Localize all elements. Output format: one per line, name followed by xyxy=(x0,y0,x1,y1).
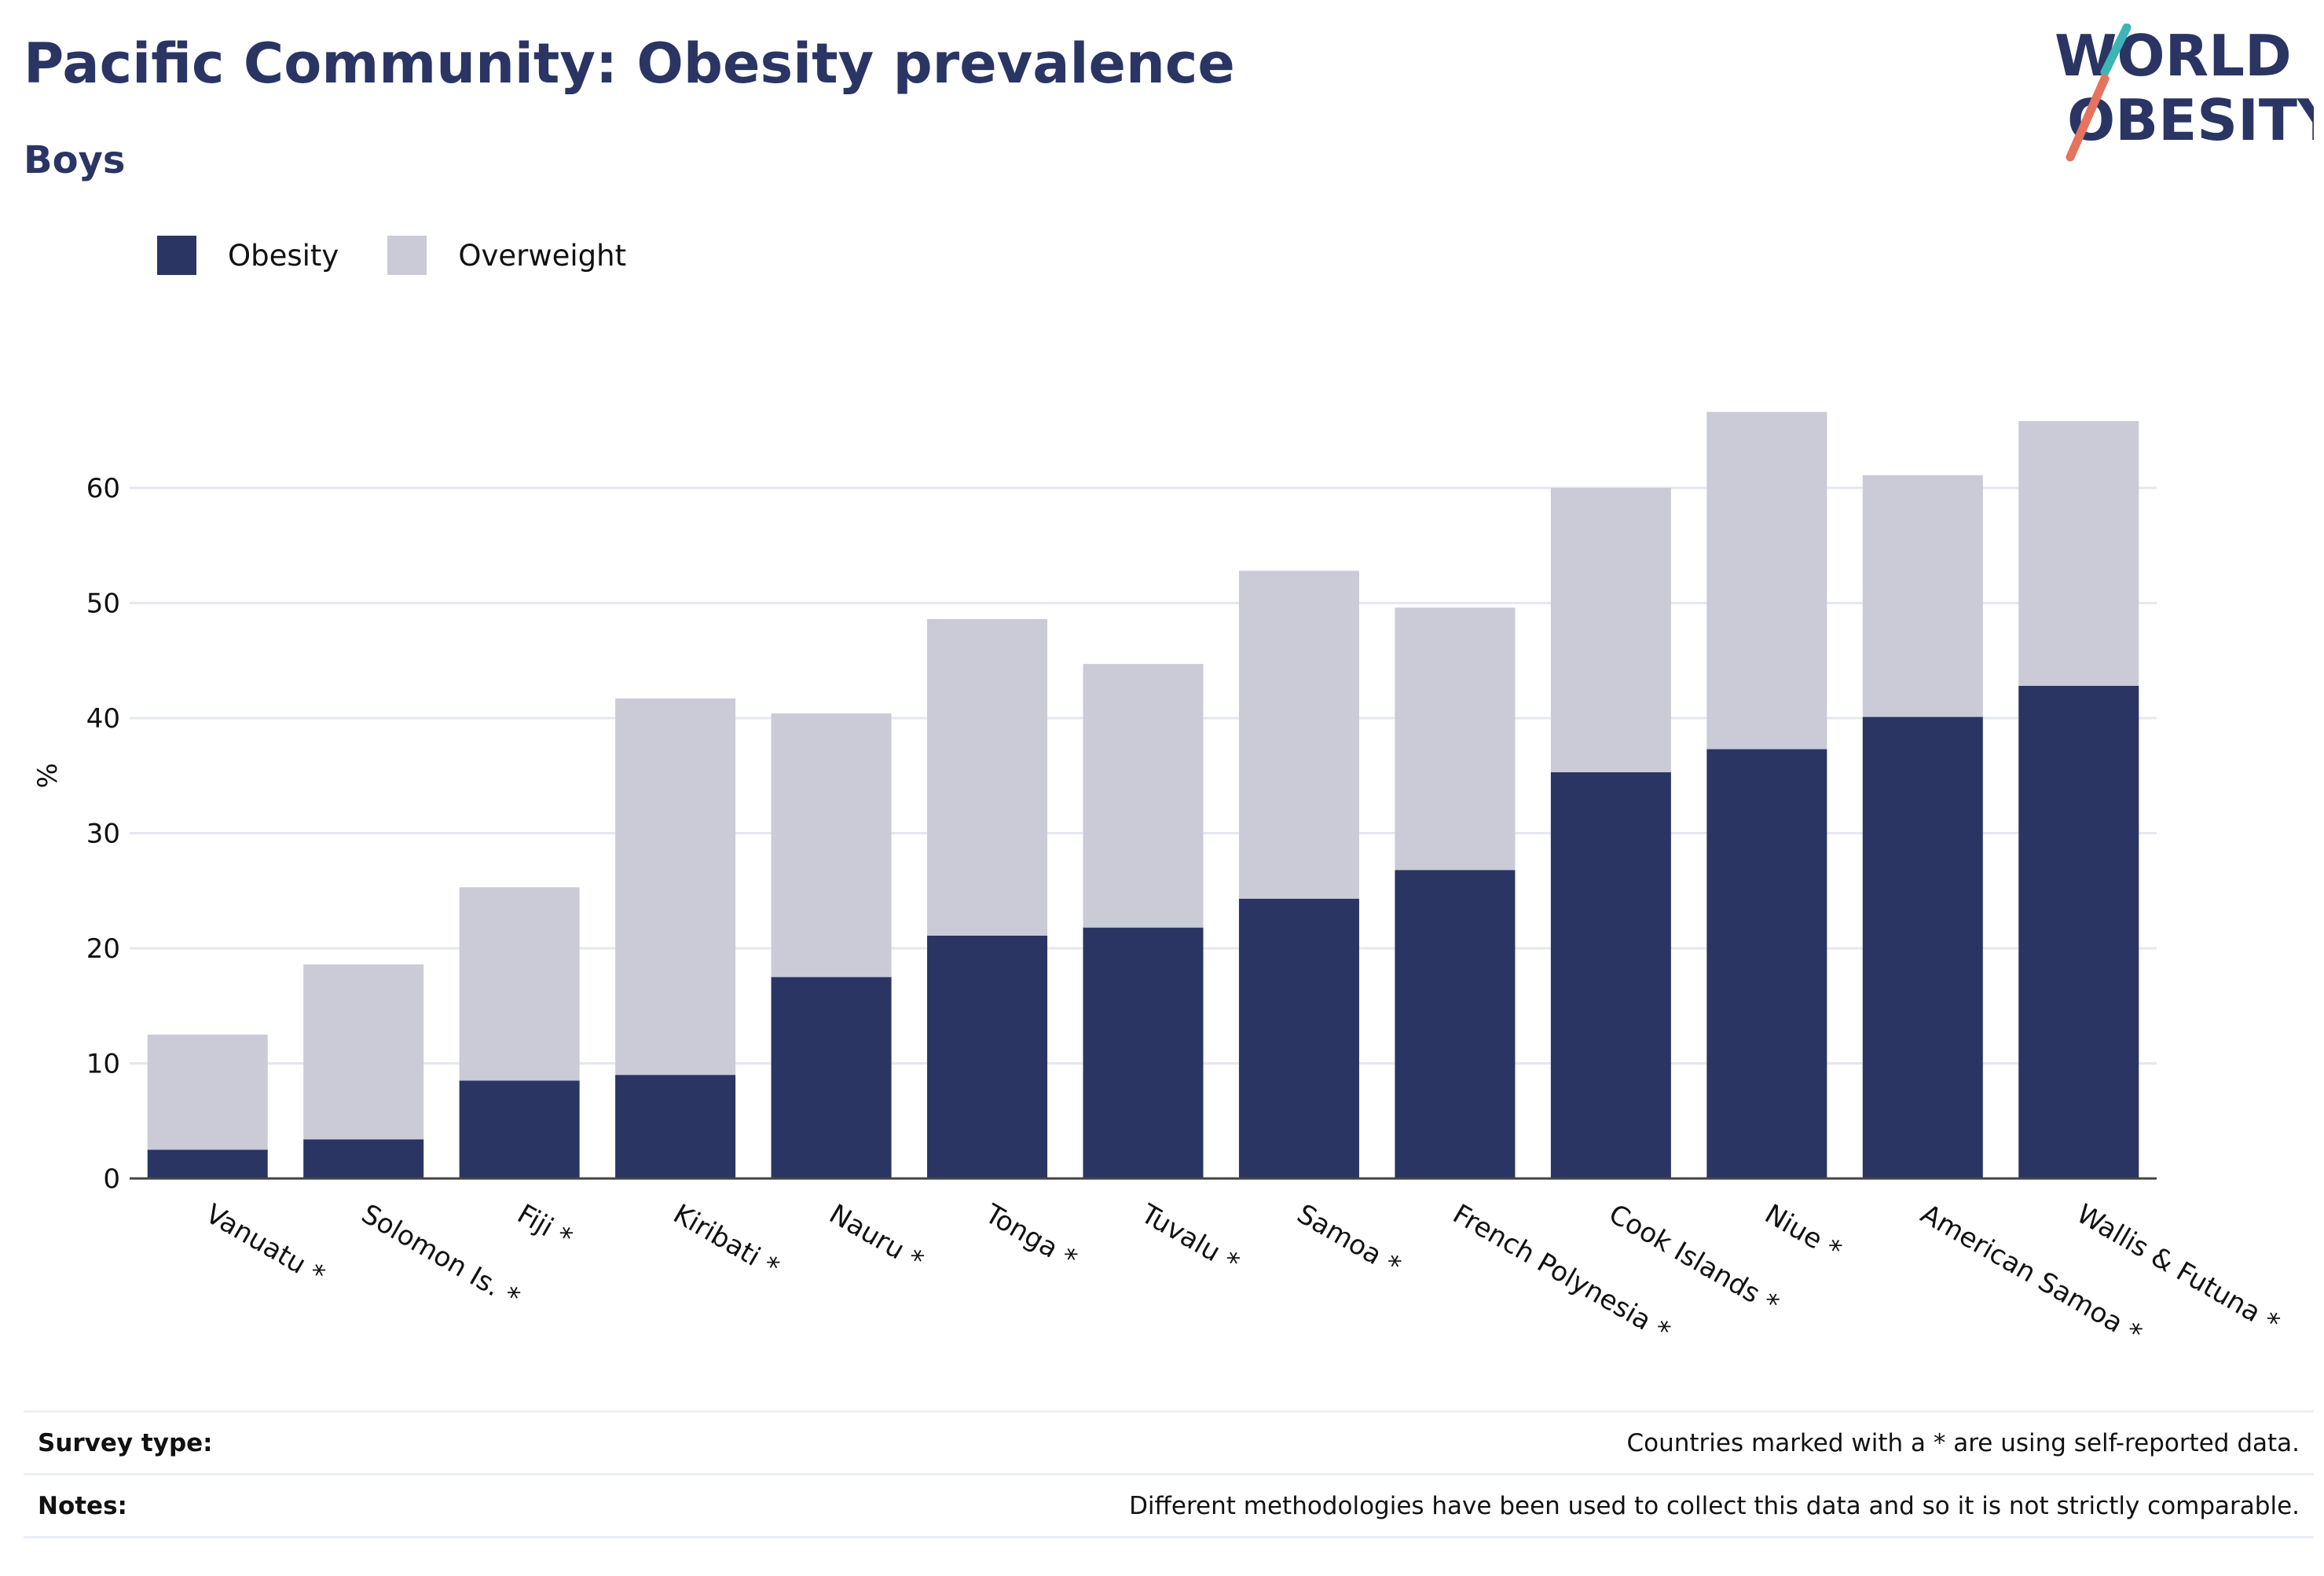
bar-obesity-7[interactable] xyxy=(1238,899,1359,1178)
y-tick-label: 0 xyxy=(103,1164,120,1195)
x-tick-label: Niue * xyxy=(1759,1198,1846,1266)
bar-overweight-11[interactable] xyxy=(1862,475,1983,717)
footer-row-notes: Notes: Different methodologies have been… xyxy=(24,1473,2314,1536)
logo-slash-teal xyxy=(2100,24,2132,77)
x-tick-labels: Vanuatu * Solomon Is. *Fiji * Kiribati * Na… xyxy=(200,1198,2285,1351)
x-tick-label: Solomon Is. * xyxy=(356,1198,525,1314)
chart-legend: Obesity Overweight xyxy=(157,232,675,279)
logo-slash-coral xyxy=(2066,74,2110,162)
bar-overweight-12[interactable] xyxy=(2018,421,2139,686)
y-tick-label: 60 xyxy=(86,473,120,504)
legend-swatch-obesity xyxy=(157,236,196,275)
bar-overweight-5[interactable] xyxy=(927,619,1048,936)
x-tick-label: Samoa * xyxy=(1292,1198,1406,1282)
bar-obesity-9[interactable] xyxy=(1550,772,1671,1178)
x-tick-label: Kiribati * xyxy=(668,1198,784,1284)
logo-word-obesity: OBESITY xyxy=(2067,87,2314,153)
chart-subtitle: Boys xyxy=(24,138,126,182)
bar-overweight-7[interactable] xyxy=(1238,570,1359,900)
notes-value: Different methodologies have been used t… xyxy=(1129,1491,2300,1520)
bar-overweight-8[interactable] xyxy=(1395,607,1516,870)
x-tick-label: Tuvalu * xyxy=(1135,1198,1244,1280)
bar-obesity-3[interactable] xyxy=(615,1075,736,1178)
bar-obesity-11[interactable] xyxy=(1862,717,1983,1178)
bar-obesity-5[interactable] xyxy=(927,935,1048,1178)
bar-overweight-0[interactable] xyxy=(147,1034,268,1150)
bar-overweight-3[interactable] xyxy=(615,698,736,1076)
y-tick-label: 40 xyxy=(86,703,120,735)
survey-type-label: Survey type: xyxy=(38,1428,213,1457)
logo-word-world: WORLD xyxy=(2055,24,2292,89)
bar-overweight-4[interactable] xyxy=(771,713,892,977)
world-obesity-logo: WORLD OBESITY xyxy=(2055,24,2314,162)
bar-obesity-4[interactable] xyxy=(771,977,892,1178)
bar-obesity-10[interactable] xyxy=(1706,749,1827,1178)
x-tick-label: Fiji * xyxy=(512,1198,577,1254)
bar-obesity-1[interactable] xyxy=(303,1139,424,1178)
x-tick-label: Vanuatu * xyxy=(200,1198,331,1292)
notes-label: Notes: xyxy=(38,1491,127,1520)
y-axis-label: % xyxy=(32,763,64,788)
bar-obesity-0[interactable] xyxy=(147,1149,268,1178)
legend-item-overweight[interactable]: Overweight xyxy=(387,236,626,275)
chart-title: Pacific Community: Obesity prevalence xyxy=(24,31,1235,96)
bar-overweight-1[interactable] xyxy=(303,964,424,1140)
legend-label-obesity: Obesity xyxy=(228,238,339,273)
y-tick-label: 30 xyxy=(86,819,120,850)
bar-overweight-2[interactable] xyxy=(459,887,580,1081)
legend-item-obesity[interactable]: Obesity xyxy=(157,236,339,275)
y-tick-labels: 0 10 20 30 40 50 60 xyxy=(86,473,120,1195)
bar-overweight-6[interactable] xyxy=(1083,664,1204,928)
bar-overweight-10[interactable] xyxy=(1706,412,1827,750)
x-tick-label: Nauru * xyxy=(824,1198,929,1277)
y-tick-label: 10 xyxy=(86,1049,120,1080)
survey-type-value: Countries marked with a * are using self… xyxy=(1626,1428,2300,1457)
footer-row-survey-type: Survey type: Countries marked with a * a… xyxy=(24,1410,2314,1473)
bar-overweight-9[interactable] xyxy=(1550,488,1671,772)
footer-divider xyxy=(24,1536,2314,1538)
bar-obesity-2[interactable] xyxy=(459,1080,580,1178)
stacked-bar-chart: 0 10 20 30 40 50 60 Vanuatu * Solomon Is. *Fiji… xyxy=(32,412,2285,1351)
bar-obesity-6[interactable] xyxy=(1083,927,1204,1178)
bar-obesity-8[interactable] xyxy=(1395,870,1516,1178)
legend-swatch-overweight xyxy=(387,236,427,275)
bars xyxy=(147,412,2139,1178)
x-tick-label: Tonga * xyxy=(979,1198,1082,1276)
y-tick-label: 20 xyxy=(86,933,120,965)
legend-label-overweight: Overweight xyxy=(458,238,627,273)
bar-obesity-12[interactable] xyxy=(2018,685,2139,1178)
y-tick-label: 50 xyxy=(86,588,120,620)
